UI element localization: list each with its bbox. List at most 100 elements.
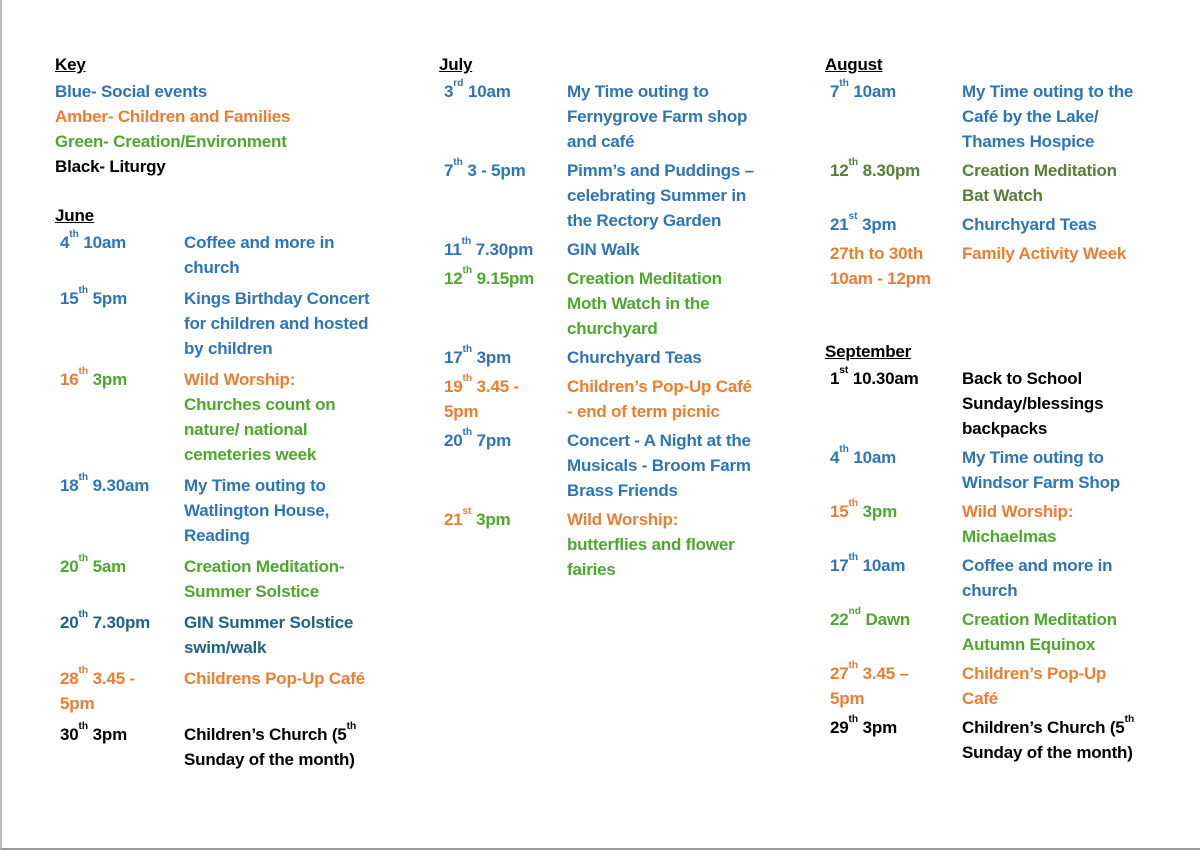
key-item: Black- Liturgy	[55, 157, 166, 176]
event-description: My Time outing to Watlington House, Read…	[184, 473, 400, 548]
ordinal-suffix: th	[848, 497, 859, 509]
month-title: September	[825, 342, 912, 361]
text-segment: 10am	[848, 448, 897, 467]
event-description: Pimm’s and Puddings – celebrating Summer…	[567, 158, 774, 233]
event-date: 17th 3pm	[439, 344, 567, 370]
ordinal-suffix: th	[839, 443, 849, 455]
ordinal-suffix: th	[78, 365, 89, 377]
text-segment: Children’s Church (5	[184, 725, 347, 744]
text-segment: 3pm	[471, 510, 511, 529]
ordinal-suffix: th	[462, 426, 473, 438]
text-segment: 27	[830, 664, 849, 683]
event-row: 20th 7.30pm GIN Summer Solstice swim/walk	[55, 609, 400, 660]
event-description: Family Activity Week	[962, 241, 1175, 266]
text-segment: 3pm	[88, 725, 128, 744]
event-description: Children’s Pop-Up Café - end of term pic…	[567, 374, 774, 424]
text-segment: Churchyard Teas	[962, 215, 1097, 234]
ordinal-suffix: th	[453, 156, 463, 168]
event-description: Wild Worship: Michaelmas	[962, 499, 1175, 549]
event-date: 21st 3pm	[439, 506, 567, 532]
ordinal-suffix: rd	[453, 77, 464, 89]
event-date: 17th 10am	[825, 551, 962, 578]
text-segment: GIN Summer Solstice swim/walk	[184, 613, 354, 657]
event-row: 12th 8.30pm Creation Meditation Bat Watch	[825, 157, 1175, 208]
event-description: Kings Birthday Concert for children and …	[184, 286, 400, 361]
text-segment: 3pm	[88, 370, 128, 389]
event-row: 4th 10am My Time outing to Windsor Farm S…	[825, 443, 1175, 495]
ordinal-suffix: th	[462, 372, 473, 384]
ordinal-suffix: th	[462, 264, 473, 276]
event-row: 28th 3.45 - 5pm Childrens Pop-Up Café	[55, 665, 400, 716]
text-segment: 17	[830, 556, 849, 575]
event-description: Childrens Pop-Up Café	[184, 666, 400, 691]
text-segment: Churches count on nature/ national cemet…	[184, 395, 336, 464]
month-title: August	[825, 55, 883, 74]
text-segment: Kings Birthday Concert for children and …	[184, 289, 370, 358]
event-date: 30th 3pm	[55, 721, 184, 747]
text-segment: 10am	[463, 82, 511, 101]
text-segment: My Time outing to Fernygrove Farm shop a…	[567, 82, 748, 151]
text-segment: 3pm	[857, 215, 897, 234]
event-description: GIN Summer Solstice swim/walk	[184, 610, 400, 660]
event-row: 17th 3pm Churchyard Teas	[439, 344, 774, 370]
event-description: Children’s Pop-Up Café	[962, 661, 1175, 711]
event-date: 1st 10.30am	[825, 364, 962, 391]
event-row: 11th 7.30pm GIN Walk	[439, 235, 774, 262]
event-row: 7th 10am My Time outing to the Café by th…	[825, 78, 1175, 154]
ordinal-suffix: th	[346, 720, 357, 732]
event-description: Creation Meditation- Summer Solstice	[184, 554, 400, 604]
text-segment: butterflies and flower fairies	[567, 535, 735, 579]
event-date: 29th 3pm	[825, 714, 962, 740]
event-row: 15th 5pm Kings Birthday Concert for child…	[55, 285, 400, 361]
ordinal-suffix: th	[78, 552, 89, 564]
text-segment: 12	[444, 269, 463, 288]
event-row: 21st 3pm Churchyard Teas	[825, 210, 1175, 237]
event-date: 7th 3 - 5pm	[439, 156, 567, 183]
text-segment: 3.45 - 5pm	[444, 377, 519, 421]
event-date: 15th 3pm	[825, 497, 962, 524]
column-key-june: Key Blue- Social events Amber- Children an…	[55, 52, 400, 778]
column-july: July 3rd 10am My Time outing to Fernygrove…	[439, 52, 774, 586]
event-description: Coffee and more in church	[962, 553, 1175, 603]
ordinal-suffix: th	[461, 235, 472, 247]
text-segment: 20	[60, 557, 79, 576]
text-segment: 3 - 5pm	[462, 161, 526, 180]
text-segment: Children’s Church (5	[962, 718, 1125, 737]
text-segment: 10am	[848, 82, 897, 101]
event-date: 12th 9.15pm	[439, 264, 567, 291]
event-row: 20th 5am Creation Meditation- Summer Sols…	[55, 552, 400, 604]
text-segment: 30	[60, 725, 79, 744]
ordinal-suffix: th	[69, 228, 79, 240]
text-segment: 5pm	[88, 289, 128, 308]
text-segment: 27th to 30th 10am - 12pm	[830, 244, 931, 288]
text-segment: 20	[444, 431, 463, 450]
month-section-july: July 3rd 10am My Time outing to Fernygrove…	[439, 52, 774, 582]
text-segment: 5am	[88, 557, 127, 576]
ordinal-suffix: th	[848, 551, 859, 563]
month-title: July	[439, 55, 473, 74]
event-description: Churchyard Teas	[567, 345, 774, 370]
event-date: 22nd Dawn	[825, 606, 962, 632]
text-segment: 9.30am	[88, 476, 150, 495]
event-row: 20th 7pm Concert - A Night at the Musical…	[439, 426, 774, 503]
event-date: 4th 10am	[55, 228, 184, 255]
text-segment: Creation Meditation- Summer Solstice	[184, 557, 345, 601]
text-segment: 10am	[858, 556, 906, 575]
text-segment: Sunday of the month)	[962, 743, 1133, 762]
event-date: 27th 3.45 – 5pm	[825, 660, 962, 711]
event-description: Wild Worship: Churches count on nature/ …	[184, 367, 400, 467]
text-segment: Michaelmas	[962, 527, 1057, 546]
text-segment: 1	[830, 369, 840, 388]
text-segment: 7pm	[472, 431, 512, 450]
ordinal-suffix: st	[839, 364, 849, 376]
event-description: Coffee and more in church	[184, 230, 400, 280]
event-row: 30th 3pm Children’s Church (5th Sunday of…	[55, 720, 400, 772]
text-segment: Wild Worship:	[184, 370, 296, 389]
event-description: Creation Meditation Bat Watch	[962, 158, 1175, 208]
event-date: 28th 3.45 - 5pm	[55, 665, 184, 716]
text-segment: 28	[60, 669, 79, 688]
event-date: 20th 7.30pm	[55, 609, 184, 635]
ordinal-suffix: st	[848, 210, 858, 222]
event-date: 21st 3pm	[825, 210, 962, 237]
month-title: June	[55, 206, 94, 225]
